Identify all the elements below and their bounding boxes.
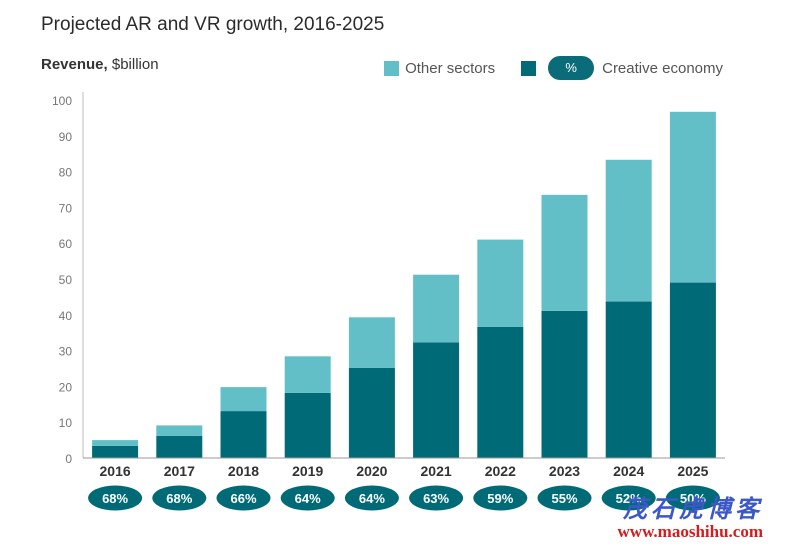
bar-segment-creative	[541, 310, 588, 458]
bar-segment-other	[541, 194, 588, 311]
share-pill-label: 59%	[487, 491, 513, 506]
y-tick-label: 30	[59, 345, 73, 359]
bar-segment-other	[156, 425, 203, 436]
x-tick-label: 2025	[677, 463, 708, 479]
watermark-url: www.maoshihu.com	[617, 522, 763, 541]
share-pill	[409, 485, 464, 511]
y-axis-label-bold: Revenue,	[41, 56, 108, 73]
legend-swatch-other	[384, 60, 400, 76]
bar-segment-creative	[413, 342, 460, 458]
bar-segment-other	[348, 317, 395, 368]
legend-label-creative: Creative economy	[602, 59, 723, 77]
share-pill	[88, 485, 143, 511]
x-tick-label: 2024	[613, 463, 644, 479]
bar-segment-creative	[669, 282, 716, 458]
legend-item-creative: % Creative economy	[521, 56, 723, 80]
x-tick-label: 2022	[485, 463, 516, 479]
bar-segment-creative	[220, 411, 267, 458]
x-tick-label: 2023	[549, 463, 580, 479]
x-tick-label: 2019	[292, 463, 323, 479]
y-tick-label: 90	[59, 130, 73, 144]
y-axis-label-unit: $billion	[107, 56, 159, 73]
x-tick-label: 2017	[164, 463, 195, 479]
y-tick-label: 40	[59, 309, 73, 323]
legend-swatch-creative	[521, 60, 537, 76]
share-pill-label: 64%	[295, 491, 321, 506]
x-tick-label: 2020	[356, 463, 387, 479]
bar-segment-creative	[348, 367, 395, 458]
x-tick-label: 2018	[228, 463, 259, 479]
share-pill-label: 55%	[551, 491, 577, 506]
y-tick-label: 0	[65, 452, 72, 466]
share-pill	[152, 485, 207, 511]
y-tick-label: 20	[59, 380, 73, 394]
chart-title: Projected AR and VR growth, 2016-2025	[41, 14, 385, 35]
watermark-chinese: 茂石虎博客	[623, 494, 763, 523]
bar-segment-other	[477, 239, 524, 327]
bar-segment-other	[669, 111, 716, 283]
legend-item-other: Other sectors	[384, 60, 495, 77]
share-pill-label: 63%	[423, 491, 449, 506]
legend-pct-pill: %	[548, 56, 595, 80]
share-pill-label: 68%	[102, 491, 128, 506]
y-axis-label: Revenue, $billion	[41, 56, 159, 73]
y-tick-label: 100	[52, 94, 72, 108]
legend-label-other: Other sectors	[405, 59, 496, 77]
bar-segment-other	[605, 159, 652, 302]
share-pill	[344, 485, 399, 511]
y-tick-label: 50	[59, 273, 73, 287]
legend: Other sectors % Creative economy	[384, 56, 723, 80]
share-pill	[537, 485, 592, 511]
bar-segment-other	[413, 274, 460, 343]
y-tick-label: 80	[59, 166, 73, 180]
share-pill-label: 66%	[230, 491, 256, 506]
y-tick-label: 60	[59, 237, 73, 251]
share-pill	[473, 485, 528, 511]
x-tick-label: 2021	[421, 463, 452, 479]
bar-segment-creative	[92, 445, 139, 458]
watermark: 茂石虎博客 www.maoshihu.com	[618, 489, 763, 542]
y-tick-label: 70	[59, 201, 73, 215]
share-pill-label: 52%	[616, 491, 642, 506]
share-pill-label: 50%	[680, 491, 706, 506]
share-pill	[665, 485, 720, 511]
share-pill-label: 64%	[359, 491, 385, 506]
y-tick-label: 10	[59, 416, 73, 430]
share-pill	[216, 485, 271, 511]
share-pill	[601, 485, 656, 511]
bar-segment-other	[92, 440, 139, 446]
share-pill-label: 68%	[166, 491, 192, 506]
bar-segment-creative	[156, 435, 203, 458]
x-tick-label: 2016	[100, 463, 131, 479]
share-pill	[280, 485, 335, 511]
bar-segment-other	[220, 387, 267, 412]
bar-segment-creative	[605, 301, 652, 458]
bar-segment-creative	[284, 392, 331, 458]
bar-segment-creative	[477, 326, 524, 458]
bar-segment-other	[284, 356, 331, 393]
